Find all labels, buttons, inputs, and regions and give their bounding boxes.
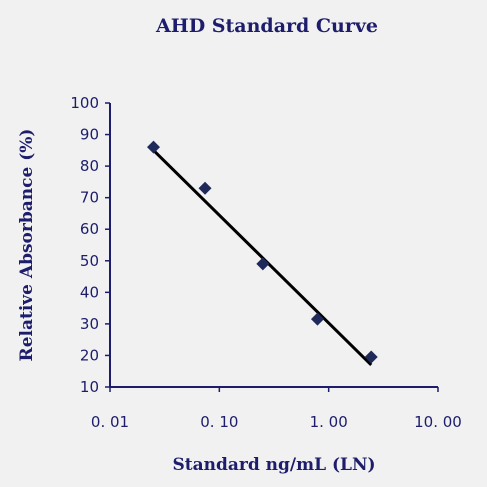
- y-tick-label: 40: [80, 283, 99, 301]
- x-tick-label: 0. 01: [91, 413, 129, 431]
- data-point: [256, 257, 270, 271]
- x-tick-label: 10. 00: [414, 413, 462, 431]
- y-axis-label: Relative Absorbance (%): [17, 129, 37, 362]
- y-tick-label: 100: [70, 94, 99, 112]
- y-tick-label: 90: [80, 126, 99, 144]
- x-axis-label: Standard ng/mL (LN): [172, 455, 375, 475]
- y-tick-label: 70: [80, 189, 99, 207]
- data-points: [147, 140, 378, 364]
- y-tick-label: 20: [80, 346, 99, 364]
- data-point: [198, 181, 212, 195]
- trendline: [152, 149, 373, 366]
- y-tick-label: 30: [80, 315, 99, 333]
- x-tick-label: 1. 00: [310, 413, 348, 431]
- axis-ticks: 10 20 30 40 50 60 70 80 90 100 0. 01 0. 10 1. 00 10. …: [70, 94, 462, 431]
- x-tick-label: 0. 10: [200, 413, 238, 431]
- y-tick-label: 10: [80, 378, 99, 396]
- chart-title: AHD Standard Curve: [155, 15, 378, 37]
- y-tick-label: 50: [80, 252, 99, 270]
- data-point: [310, 312, 324, 326]
- y-tick-label: 60: [80, 220, 99, 238]
- axes: [109, 103, 438, 388]
- y-tick-label: 80: [80, 157, 99, 175]
- trendline-group: [152, 149, 373, 366]
- data-point: [147, 140, 161, 154]
- data-point: [364, 350, 378, 364]
